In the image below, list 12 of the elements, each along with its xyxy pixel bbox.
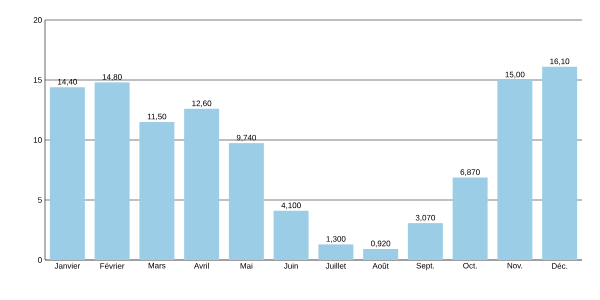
bar	[542, 66, 578, 260]
bar	[363, 248, 398, 260]
bar	[497, 80, 532, 260]
bar	[452, 178, 488, 260]
bar	[408, 223, 443, 260]
bar	[50, 87, 85, 260]
bar	[139, 122, 174, 260]
bar	[228, 143, 264, 260]
bar	[94, 82, 130, 260]
bar	[318, 244, 354, 260]
bar	[184, 108, 220, 260]
bar	[274, 210, 309, 260]
